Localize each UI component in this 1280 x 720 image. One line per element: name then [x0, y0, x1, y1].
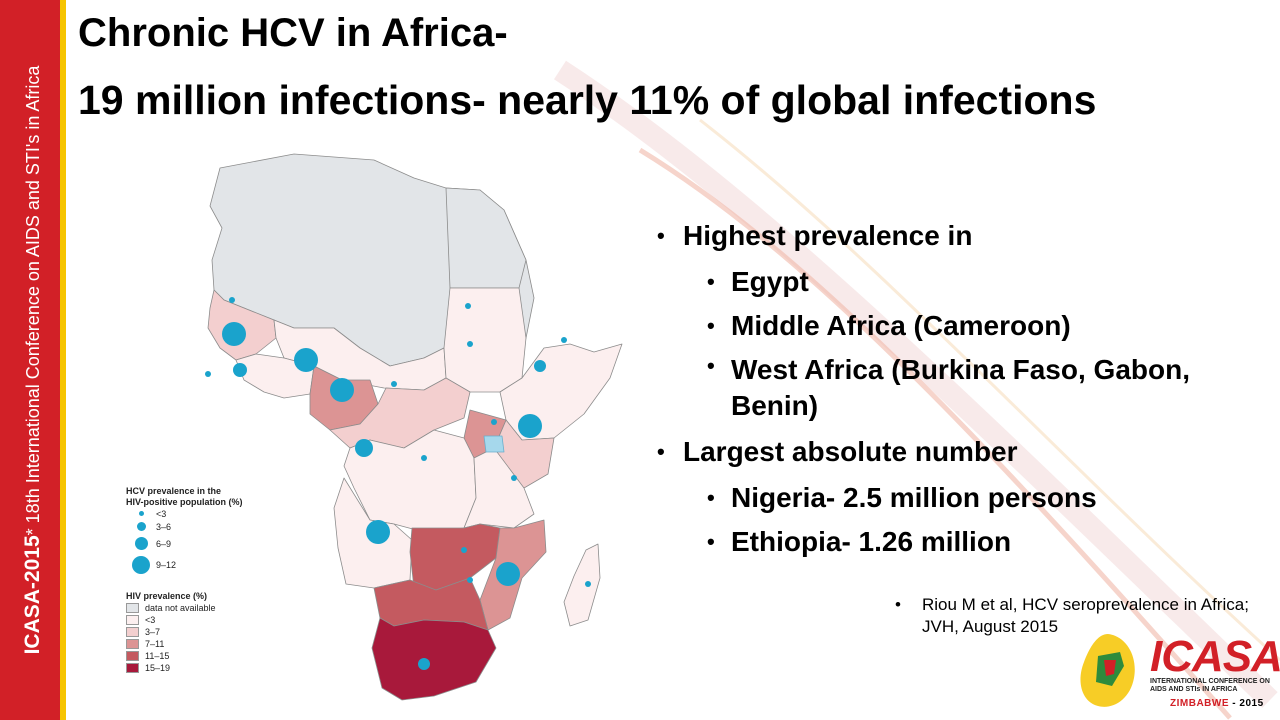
hcv-legend-dot-cell: [126, 522, 156, 531]
hcv-legend-label: <3: [156, 508, 167, 519]
logo-name: ICASA: [1150, 632, 1280, 681]
conference-banner: ICASA-2015* 18th International Conferenc…: [0, 0, 66, 720]
hiv-legend-swatch: [126, 639, 139, 649]
hcv-dot-burkina: [222, 322, 246, 346]
hcv-legend-label: 9–12: [156, 560, 177, 570]
event-mark: *: [23, 528, 43, 536]
bullet-west-africa: West Africa (Burkina Faso, Gabon, Benin): [655, 348, 1265, 428]
hiv-legend-title: HIV prevalence (%): [126, 591, 208, 601]
hcv-legend-title-line-1: HCV prevalence in the: [126, 486, 222, 496]
logo-zimbabwe: ZIMBABWE - 2015: [1170, 698, 1264, 709]
icasa-logo: ICASA INTERNATIONAL CONFERENCE ON AIDS A…: [1068, 626, 1280, 720]
title-line-1: Chronic HCV in Africa-: [78, 11, 508, 55]
bullet-nigeria: Nigeria- 2.5 million persons: [655, 476, 1265, 520]
hcv-dot-zimbabwe: [467, 577, 473, 583]
logo-subtitle: INTERNATIONAL CONFERENCE ON AIDS AND STI…: [1150, 678, 1270, 693]
hiv-legend-swatch: [126, 651, 139, 661]
citation: • Riou M et al, HCV seroprevalence in Af…: [895, 594, 1260, 638]
hcv-legend-label: 3–6: [156, 521, 172, 532]
hcv-dot-angola: [366, 520, 390, 544]
lake-victoria: [483, 435, 505, 453]
hcv-dot-madagascar: [585, 581, 591, 587]
hcv-dot-uganda: [491, 419, 497, 425]
hcv-legend-row: 3–6: [126, 519, 276, 534]
hcv-legend-items: <3 3–6 6–9 9–12: [126, 508, 276, 577]
logo-year: - 2015: [1229, 698, 1264, 709]
hcv-dot-ghana: [205, 371, 211, 377]
hiv-legend-label: 7–11: [145, 639, 165, 649]
hcv-dots: [205, 297, 591, 670]
hiv-legend-items: data not available <3 3–7 7–11 11–15 15–19: [126, 602, 276, 674]
hcv-dot-kenya: [518, 414, 542, 438]
conference-banner-text: ICASA-2015* 18th International Conferenc…: [21, 10, 45, 710]
region-zambia: [409, 523, 501, 591]
bullet-highest-prevalence: Highest prevalence in: [655, 212, 1265, 260]
region-south-africa: [371, 617, 497, 701]
hiv-legend-label: 15–19: [145, 663, 171, 673]
citation-bullet-icon: •: [895, 595, 901, 614]
hcv-dot-tanzania: [511, 475, 517, 481]
region-madagascar: [563, 543, 601, 627]
hcv-dot-gabon: [355, 439, 373, 457]
slide-title: Chronic HCV in Africa- 19 million infect…: [78, 8, 1096, 128]
hcv-legend-dot: [138, 511, 144, 516]
bullet-largest-number: Largest absolute number: [655, 428, 1265, 476]
hcv-legend-row: 6–9: [126, 534, 276, 553]
hcv-dot-nigeria: [294, 348, 318, 372]
region-sudan: [443, 287, 527, 393]
hcv-legend-dot-cell: [126, 556, 156, 574]
hiv-legend-row: 7–11: [126, 638, 276, 650]
hiv-legend-row: 15–19: [126, 662, 276, 674]
region-egypt: [445, 187, 527, 289]
hiv-legend-swatch: [126, 627, 139, 637]
event-name: ICASA-2015: [21, 535, 44, 655]
hcv-dot-mozambique: [496, 562, 520, 586]
hiv-legend-swatch: [126, 663, 139, 673]
hiv-legend-row: 11–15: [126, 650, 276, 662]
hiv-legend-swatch: [126, 615, 139, 625]
hiv-legend-row: 3–7: [126, 626, 276, 638]
bullet-list: Highest prevalence in Egypt Middle Afric…: [655, 212, 1265, 564]
hcv-dot-south-africa: [418, 658, 430, 670]
hcv-legend-label: 6–9: [156, 538, 172, 549]
hcv-legend-dot-cell: [126, 511, 156, 516]
hiv-legend-row: data not available: [126, 602, 276, 614]
title-line-2: 19 million infections- nearly 11% of glo…: [78, 77, 1097, 123]
hiv-legend-swatch: [126, 603, 139, 613]
event-description: 18th International Conference on AIDS an…: [23, 65, 43, 529]
hiv-legend-row: <3: [126, 614, 276, 626]
hiv-legend-label: 11–15: [145, 651, 170, 661]
hcv-dot-car: [391, 381, 397, 387]
hcv-dot-congo: [421, 455, 427, 461]
hcv-legend-row: <3: [126, 508, 276, 519]
bullet-middle-africa: Middle Africa (Cameroon): [655, 304, 1265, 348]
bullet-ethiopia: Ethiopia- 1.26 million: [655, 520, 1265, 564]
hcv-dot-egypt: [465, 303, 471, 309]
hcv-legend-dot: [136, 522, 146, 531]
hcv-dot-zambia: [461, 547, 467, 553]
hiv-legend-label: data not available: [145, 603, 216, 613]
zimbabwe-bird-icon: [1080, 634, 1135, 707]
hcv-legend-row: 9–12: [126, 553, 276, 577]
hcv-legend-dot: [134, 537, 148, 550]
hcv-legend-title: HCV prevalence in the HIV-positive popul…: [126, 486, 276, 508]
hcv-legend-dot-cell: [126, 537, 156, 550]
africa-hcv-map: [205, 153, 623, 701]
hcv-dot-mali: [229, 297, 235, 303]
hcv-legend-dot: [132, 556, 150, 574]
map-legend: HCV prevalence in the HIV-positive popul…: [126, 486, 276, 674]
hiv-legend-label: <3: [145, 615, 156, 625]
hcv-dot-ethiopia: [534, 360, 546, 372]
logo-zim-name: ZIMBABWE: [1170, 698, 1229, 709]
bullet-egypt: Egypt: [655, 260, 1265, 304]
hcv-dot-benin: [233, 363, 247, 377]
citation-text: Riou M et al, HCV seroprevalence in Afri…: [922, 595, 1249, 636]
hcv-dot-somalia: [561, 337, 567, 343]
hcv-legend-title-line-2: HIV-positive population (%): [126, 497, 243, 507]
hcv-dot-sudan: [467, 341, 473, 347]
hiv-legend-label: 3–7: [145, 627, 161, 637]
hcv-dot-cameroon: [330, 378, 354, 402]
